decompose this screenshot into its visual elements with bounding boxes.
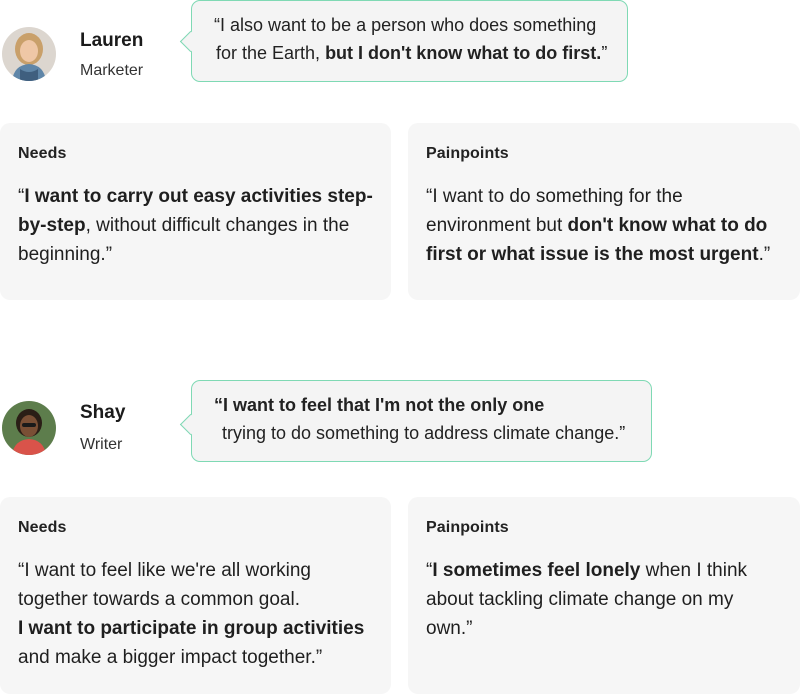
bubble-tail (179, 413, 202, 436)
painpoints-title: Painpoints (426, 519, 509, 536)
persona-name: Lauren (80, 30, 144, 51)
needs-text: “I want to feel like we're all working t… (18, 560, 365, 668)
quote-bubble: “I also want to be a person who does som… (179, 0, 628, 82)
painpoints-card: Painpoints “I sometimes feel lonely when… (408, 497, 800, 694)
persona-name: Shay (80, 402, 126, 423)
painpoints-text: “I sometimes feel lonely when I think ab… (426, 560, 748, 639)
quote-line-1: “I also want to be a person who does som… (214, 15, 597, 35)
persona-lauren: Lauren Marketer “I also want to be a per… (0, 0, 800, 305)
needs-card: Needs “I want to carry out easy activiti… (0, 123, 391, 300)
quote-line-2: for the Earth, but I don't know what to … (216, 43, 608, 63)
needs-text: “I want to carry out easy activities ste… (18, 186, 373, 265)
persona-role: Writer (80, 436, 123, 453)
quote-line-2: trying to do something to address climat… (222, 423, 626, 443)
painpoints-title: Painpoints (426, 145, 509, 162)
persona-shay: Shay Writer “I want to feel that I'm not… (0, 374, 800, 694)
needs-title: Needs (18, 519, 67, 536)
painpoints-text: “I want to do something for the environm… (426, 186, 771, 265)
avatar-shay (2, 401, 56, 455)
avatar-lauren (2, 27, 56, 81)
painpoints-card: Painpoints “I want to do something for t… (408, 123, 800, 300)
bubble-tail (179, 30, 202, 53)
needs-title: Needs (18, 145, 67, 162)
quote-bubble: “I want to feel that I'm not the only on… (179, 380, 652, 462)
quote-line-1: “I want to feel that I'm not the only on… (214, 395, 545, 415)
needs-card: Needs “I want to feel like we're all wor… (0, 497, 391, 694)
persona-role: Marketer (80, 62, 144, 79)
